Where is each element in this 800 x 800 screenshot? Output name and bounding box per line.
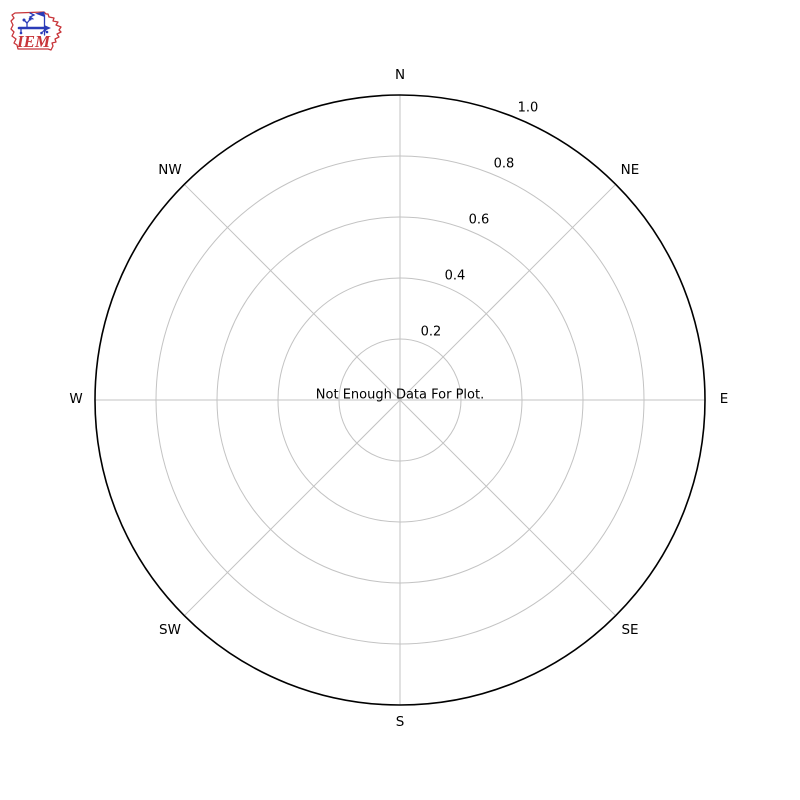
direction-label-w: W (69, 391, 82, 407)
spoke-nw-se (183, 183, 617, 617)
outer-circle (94, 94, 706, 706)
polar-grid (94, 94, 706, 706)
grid-circle-0-6 (216, 216, 584, 584)
iem-logo-icon: IEM (10, 11, 62, 51)
no-data-message: Not Enough Data For Plot. (316, 388, 484, 403)
direction-label-se: SE (621, 622, 638, 638)
direction-labels: N NE E SE S SW W NW (69, 67, 728, 730)
direction-label-n: N (395, 67, 405, 83)
direction-label-sw: SW (159, 622, 181, 638)
direction-label-s: S (396, 714, 405, 730)
radial-tick-labels: 0.2 0.4 0.6 0.8 1.0 (421, 101, 539, 340)
weather-station-dots (19, 11, 51, 35)
direction-label-ne: NE (621, 162, 640, 178)
radial-tick-label-1-0: 1.0 (518, 101, 539, 116)
radial-tick-label-0-6: 0.6 (469, 213, 490, 228)
direction-label-nw: NW (158, 162, 181, 178)
grid-circle-0-8 (155, 155, 645, 645)
direction-label-e: E (720, 391, 729, 407)
iem-logo-text: IEM (16, 32, 51, 51)
grid-circle-0-2 (338, 338, 462, 462)
radial-tick-label-0-4: 0.4 (445, 269, 466, 284)
radial-tick-label-0-8: 0.8 (494, 157, 515, 172)
iowa-outline (10, 11, 62, 51)
radial-tick-label-0-2: 0.2 (421, 325, 442, 340)
grid-circle-0-4 (277, 277, 523, 523)
